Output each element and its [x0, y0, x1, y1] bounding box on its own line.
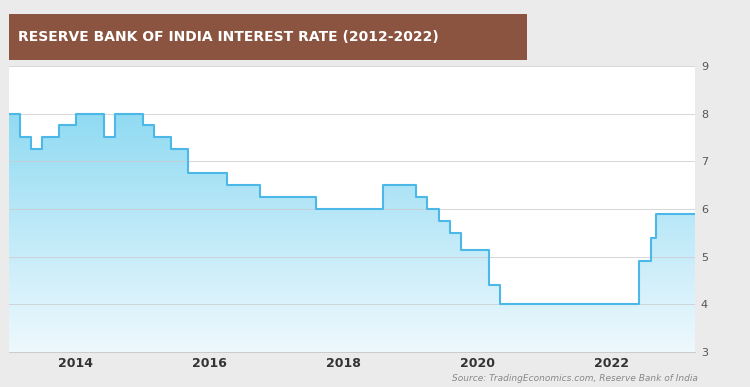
- Text: Source: TradingEconomics.com, Reserve Bank of India: Source: TradingEconomics.com, Reserve Ba…: [452, 374, 698, 383]
- Text: RESERVE BANK OF INDIA INTEREST RATE (2012-2022): RESERVE BANK OF INDIA INTEREST RATE (201…: [18, 30, 439, 44]
